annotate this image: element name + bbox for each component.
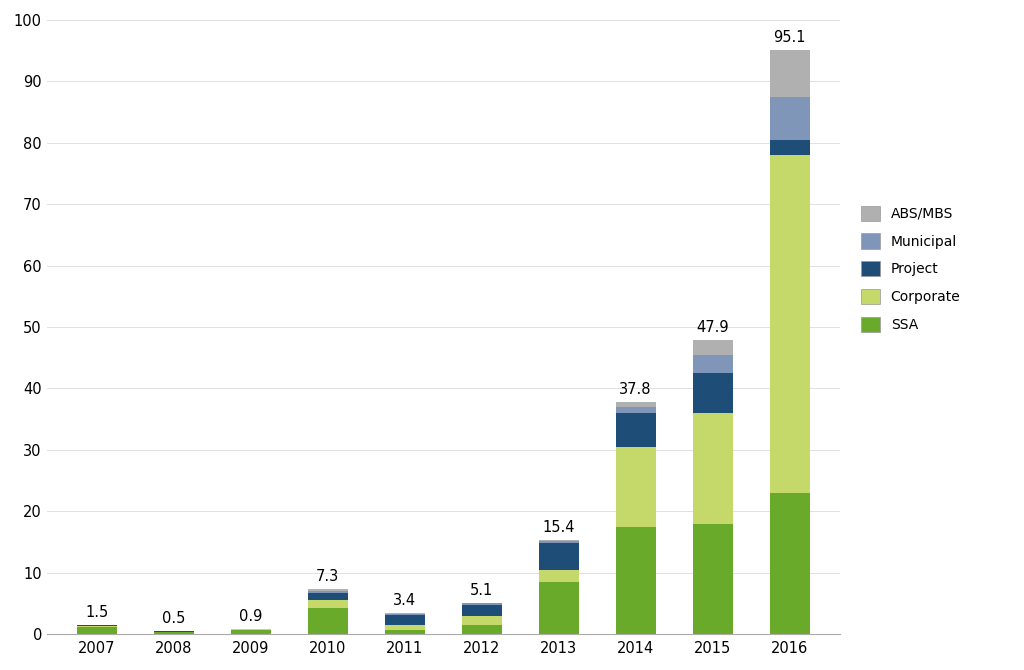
- Bar: [539, 582, 579, 634]
- Bar: [308, 590, 348, 593]
- Bar: [692, 373, 733, 413]
- Bar: [77, 625, 117, 626]
- Text: 1.5: 1.5: [85, 605, 109, 620]
- Bar: [615, 447, 655, 527]
- Bar: [615, 527, 655, 634]
- Bar: [770, 139, 810, 155]
- Bar: [770, 155, 810, 493]
- Bar: [539, 541, 579, 543]
- Bar: [462, 604, 502, 605]
- Bar: [462, 605, 502, 616]
- Text: 0.9: 0.9: [239, 609, 262, 624]
- Bar: [308, 600, 348, 608]
- Text: 37.8: 37.8: [620, 382, 652, 397]
- Text: 7.3: 7.3: [316, 570, 339, 584]
- Bar: [615, 402, 655, 407]
- Bar: [154, 632, 194, 634]
- Bar: [770, 493, 810, 634]
- Bar: [692, 340, 733, 354]
- Bar: [77, 627, 117, 634]
- Bar: [539, 570, 579, 582]
- Bar: [462, 616, 502, 625]
- Text: 3.4: 3.4: [393, 594, 417, 608]
- Bar: [692, 413, 733, 523]
- Bar: [308, 593, 348, 600]
- Bar: [692, 523, 733, 634]
- Bar: [385, 630, 425, 634]
- Bar: [539, 539, 579, 541]
- Bar: [230, 630, 270, 634]
- Bar: [692, 354, 733, 373]
- Legend: ABS/MBS, Municipal, Project, Corporate, SSA: ABS/MBS, Municipal, Project, Corporate, …: [855, 199, 968, 339]
- Bar: [770, 50, 810, 96]
- Bar: [462, 625, 502, 634]
- Bar: [615, 407, 655, 413]
- Bar: [615, 413, 655, 447]
- Text: 0.5: 0.5: [162, 611, 185, 626]
- Text: 95.1: 95.1: [773, 30, 806, 45]
- Text: 5.1: 5.1: [470, 583, 494, 598]
- Bar: [539, 543, 579, 570]
- Text: 47.9: 47.9: [696, 320, 729, 335]
- Bar: [385, 614, 425, 625]
- Bar: [770, 96, 810, 139]
- Text: 15.4: 15.4: [543, 520, 574, 535]
- Bar: [308, 608, 348, 634]
- Bar: [77, 626, 117, 627]
- Bar: [385, 625, 425, 630]
